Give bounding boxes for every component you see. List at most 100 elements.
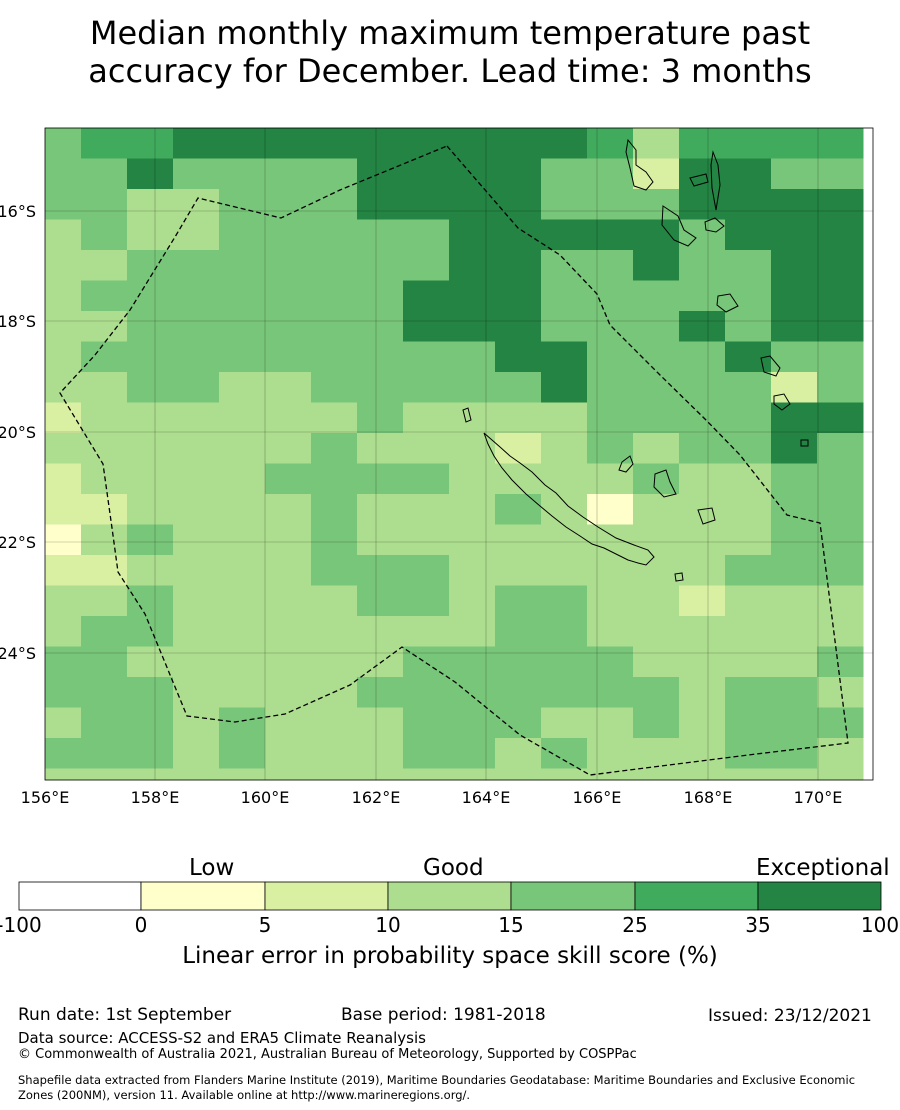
grid-cell (495, 372, 542, 403)
grid-cell (357, 494, 404, 525)
grid-cell (219, 646, 266, 678)
grid-cell (403, 372, 450, 403)
longitude-label: 170°E (794, 788, 843, 807)
grid-cell (219, 616, 266, 647)
legend-category-good: Good (423, 855, 484, 881)
grid-cell (495, 646, 542, 678)
grid-cell (357, 738, 404, 769)
grid-cell (127, 372, 174, 403)
grid-cell (173, 555, 220, 586)
grid-cell (541, 585, 588, 617)
grid-cell (541, 219, 588, 251)
grid-cell (771, 677, 818, 708)
grid-cell (45, 311, 82, 342)
grid-cell (45, 341, 82, 373)
grid-cell (403, 585, 450, 617)
grid-cell (633, 372, 680, 403)
legend-tick: 10 (375, 913, 401, 937)
grid-cell (771, 372, 818, 403)
grid-cell (771, 738, 818, 769)
grid-cell (771, 585, 818, 617)
grid-cell (311, 555, 358, 586)
grid-cell (587, 768, 634, 781)
pentecost-island (710, 150, 721, 211)
grid-cell (357, 707, 404, 739)
grid-cell (45, 524, 82, 556)
grid-cell (725, 372, 772, 403)
grid-cell (725, 768, 772, 781)
grid-cell (45, 555, 82, 586)
grid-cell (45, 707, 82, 739)
grid-cell (449, 494, 496, 525)
grid-cell (81, 677, 128, 708)
grid-cell (817, 616, 864, 647)
grid-cell (449, 524, 496, 556)
grid-cell (541, 158, 588, 190)
isle-of-pines (674, 572, 684, 582)
grid-cell (817, 707, 864, 739)
grid-cell (127, 646, 174, 678)
grid-cell (173, 463, 220, 495)
grid-cell (403, 433, 450, 464)
title-line-1: Median monthly maximum temperature past (89, 14, 811, 52)
ambae-island (689, 173, 709, 187)
grid-cell (311, 402, 358, 434)
grid-cell (173, 677, 220, 708)
grid-cell (265, 738, 312, 769)
grid-cell (45, 280, 82, 312)
colorbar-segment (264, 881, 389, 911)
grid-cell (173, 768, 220, 781)
grid-cell (449, 402, 496, 434)
grid-cell (633, 677, 680, 708)
grid-cell (81, 494, 128, 525)
grid-cell (357, 158, 404, 190)
grid-cell (45, 402, 82, 434)
grid-cell (357, 280, 404, 312)
grid-cell (495, 677, 542, 708)
grid-cell (265, 433, 312, 464)
grid-cell (403, 707, 450, 739)
grid-cell (357, 463, 404, 495)
grid-cell (633, 219, 680, 251)
grid-cell (817, 463, 864, 495)
grid-cell (771, 341, 818, 373)
grid-cell (403, 646, 450, 678)
grid-cell (173, 250, 220, 281)
grid-cell (219, 585, 266, 617)
grid-cell (357, 677, 404, 708)
colorbar-segment (757, 881, 882, 911)
grid-cell (449, 646, 496, 678)
grid-cell (45, 250, 82, 281)
grid-cell (127, 555, 174, 586)
belep-islands (462, 407, 472, 423)
grid-cell (357, 616, 404, 647)
loyalty-island-3 (697, 507, 716, 525)
grid-cell (771, 524, 818, 556)
grid-cell (449, 677, 496, 708)
grid-cell (633, 494, 680, 525)
landmasses (462, 138, 809, 582)
grid-cell (81, 616, 128, 647)
grid-cell (219, 311, 266, 342)
grid-cell (45, 738, 82, 769)
grid-cell (725, 311, 772, 342)
grid-cell (311, 158, 358, 190)
grid-cell (771, 128, 818, 159)
grid-cell (81, 524, 128, 556)
grid-cell (725, 646, 772, 678)
grid-cell (45, 646, 82, 678)
grid-cell (219, 372, 266, 403)
grid-cell (541, 646, 588, 678)
grid-cell (403, 189, 450, 220)
grid-cell (81, 219, 128, 251)
grid-cell (633, 189, 680, 220)
grid-cell (403, 616, 450, 647)
grid-cell (81, 646, 128, 678)
grid-cell (587, 341, 634, 373)
grid-cell (449, 738, 496, 769)
grid-cell (495, 128, 542, 159)
grid-cell (265, 494, 312, 525)
grid-cell (541, 280, 588, 312)
legend-tick: 15 (498, 913, 524, 937)
grid-cell (311, 738, 358, 769)
